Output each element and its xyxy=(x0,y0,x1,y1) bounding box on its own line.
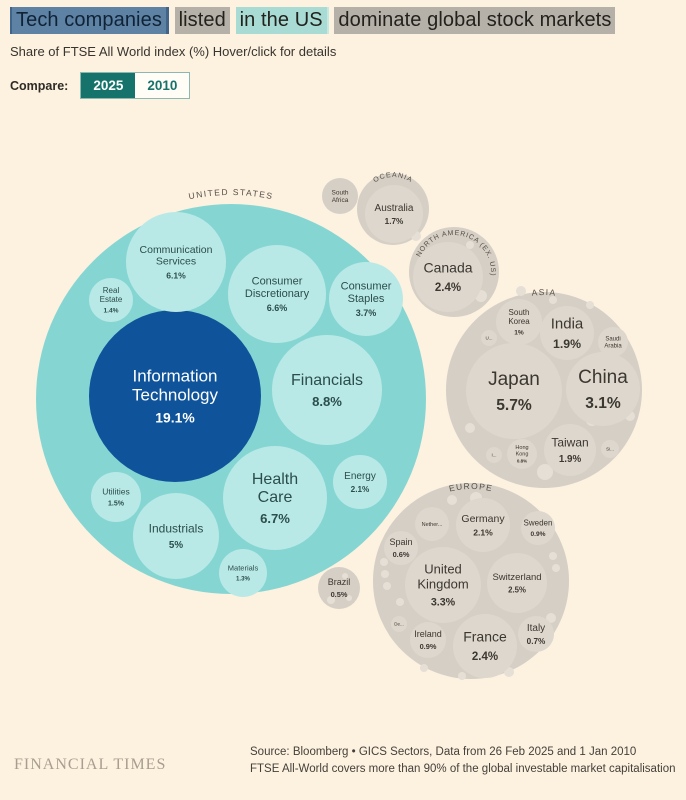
bubble-materials[interactable] xyxy=(219,549,267,597)
decor-bubble xyxy=(383,582,391,590)
bubble-taiwan[interactable] xyxy=(544,424,596,476)
decor-bubble xyxy=(327,596,335,604)
bubble-germany[interactable] xyxy=(456,498,510,552)
decor-bubble xyxy=(342,573,348,579)
bubble-u[interactable] xyxy=(481,330,497,346)
bubble-de[interactable] xyxy=(391,616,407,632)
bubble-saudi-arabia[interactable] xyxy=(598,327,628,357)
bubble-china[interactable] xyxy=(566,352,640,426)
bubble-energy[interactable] xyxy=(333,455,387,509)
page-subtitle: Share of FTSE All World index (%) Hover/… xyxy=(10,44,337,59)
decor-bubble xyxy=(420,664,428,672)
decor-bubble xyxy=(549,296,557,304)
decor-bubble xyxy=(516,286,526,296)
bubble-france[interactable] xyxy=(453,614,517,678)
decor-bubble xyxy=(465,423,475,433)
bubble-india[interactable] xyxy=(540,306,594,360)
decor-bubble xyxy=(586,301,594,309)
compare-2025-button[interactable]: 2025 xyxy=(81,73,136,98)
compare-label: Compare: xyxy=(10,78,69,93)
title-segment: dominate global stock markets xyxy=(334,7,616,34)
bubble-united-kingdom[interactable] xyxy=(405,547,481,623)
decor-bubble xyxy=(447,495,457,505)
page-title: Tech companies listed in the US dominate… xyxy=(10,6,676,35)
bubble-hong-kong[interactable] xyxy=(507,439,537,469)
bubble-canada[interactable] xyxy=(413,242,483,312)
bubble-sweden[interactable] xyxy=(521,511,555,545)
bubble-i[interactable] xyxy=(486,447,502,463)
compare-toggle: Compare: 2025 2010 xyxy=(10,72,676,99)
compare-2010-button[interactable]: 2010 xyxy=(135,73,189,98)
title-segment: listed xyxy=(174,7,230,34)
bubble-brazil[interactable] xyxy=(318,567,360,609)
bubble-nether[interactable] xyxy=(415,507,449,541)
source-line-1: Source: Bloomberg • GICS Sectors, Data f… xyxy=(250,746,637,758)
bubble-si[interactable] xyxy=(601,440,619,458)
title-segment: Tech companies xyxy=(10,7,169,34)
bubble-financials[interactable] xyxy=(272,335,382,445)
bubble-industrials[interactable] xyxy=(133,493,219,579)
decor-bubble xyxy=(396,598,404,606)
bubble-spain[interactable] xyxy=(384,531,418,565)
bubble-information-technology[interactable] xyxy=(89,310,261,482)
title-segment: in the US xyxy=(235,7,329,34)
bubble-south-africa[interactable] xyxy=(322,178,358,214)
decor-bubble xyxy=(380,558,388,566)
decor-bubble xyxy=(549,552,557,560)
bubble-italy[interactable] xyxy=(518,616,554,652)
source-note: Source: Bloomberg • GICS Sectors, Data f… xyxy=(250,744,676,777)
bubble-communication-services[interactable] xyxy=(126,212,226,312)
bubble-utilities[interactable] xyxy=(91,472,141,522)
source-line-2: FTSE All-World covers more than 90% of t… xyxy=(250,762,676,775)
bubble-australia[interactable] xyxy=(365,185,423,243)
bubble-ireland[interactable] xyxy=(410,622,446,658)
header: Tech companies listed in the US dominate… xyxy=(10,6,676,99)
decor-bubble xyxy=(346,595,352,601)
decor-bubble xyxy=(381,570,389,578)
bubble-consumer-staples[interactable] xyxy=(329,262,403,336)
bubble-consumer-discretionary[interactable] xyxy=(228,245,326,343)
decor-bubble xyxy=(466,241,474,249)
bubble-health-care[interactable] xyxy=(223,446,327,550)
bubble-switzerland[interactable] xyxy=(487,553,547,613)
bubble-japan[interactable] xyxy=(466,343,562,439)
bubble-real-estate[interactable] xyxy=(89,278,133,322)
bubble-south-korea[interactable] xyxy=(496,299,542,345)
compare-buttons: 2025 2010 xyxy=(80,72,191,99)
decor-bubble xyxy=(458,672,466,680)
region-label-united-states: UNITED STATES xyxy=(188,187,275,201)
ft-logo: FINANCIAL TIMES xyxy=(14,756,167,773)
decor-bubble xyxy=(546,613,556,623)
decor-bubble xyxy=(537,464,553,480)
decor-bubble xyxy=(552,564,560,572)
